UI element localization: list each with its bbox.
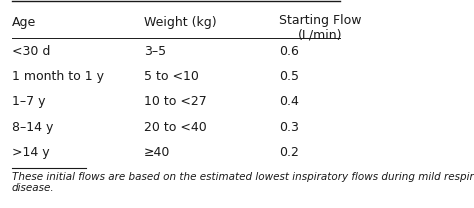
Text: 5 to <10: 5 to <10 bbox=[144, 70, 199, 83]
Text: Weight (kg): Weight (kg) bbox=[144, 16, 216, 29]
Text: 0.3: 0.3 bbox=[279, 121, 299, 134]
Text: 3–5: 3–5 bbox=[144, 45, 166, 58]
Text: 0.5: 0.5 bbox=[279, 70, 299, 83]
Text: ≥40: ≥40 bbox=[144, 146, 170, 159]
Text: Starting Flow
(L/min): Starting Flow (L/min) bbox=[279, 14, 362, 42]
Text: 10 to <27: 10 to <27 bbox=[144, 95, 206, 108]
Text: 0.6: 0.6 bbox=[279, 45, 299, 58]
Text: Age: Age bbox=[11, 16, 36, 29]
Text: 20 to <40: 20 to <40 bbox=[144, 121, 206, 134]
Text: <30 d: <30 d bbox=[11, 45, 50, 58]
Text: 8–14 y: 8–14 y bbox=[11, 121, 53, 134]
Text: >14 y: >14 y bbox=[11, 146, 49, 159]
Text: 1 month to 1 y: 1 month to 1 y bbox=[11, 70, 103, 83]
Text: These initial flows are based on the estimated lowest inspiratory flows during m: These initial flows are based on the est… bbox=[11, 172, 474, 193]
Text: 1–7 y: 1–7 y bbox=[11, 95, 45, 108]
Text: 0.4: 0.4 bbox=[279, 95, 299, 108]
Text: 0.2: 0.2 bbox=[279, 146, 299, 159]
